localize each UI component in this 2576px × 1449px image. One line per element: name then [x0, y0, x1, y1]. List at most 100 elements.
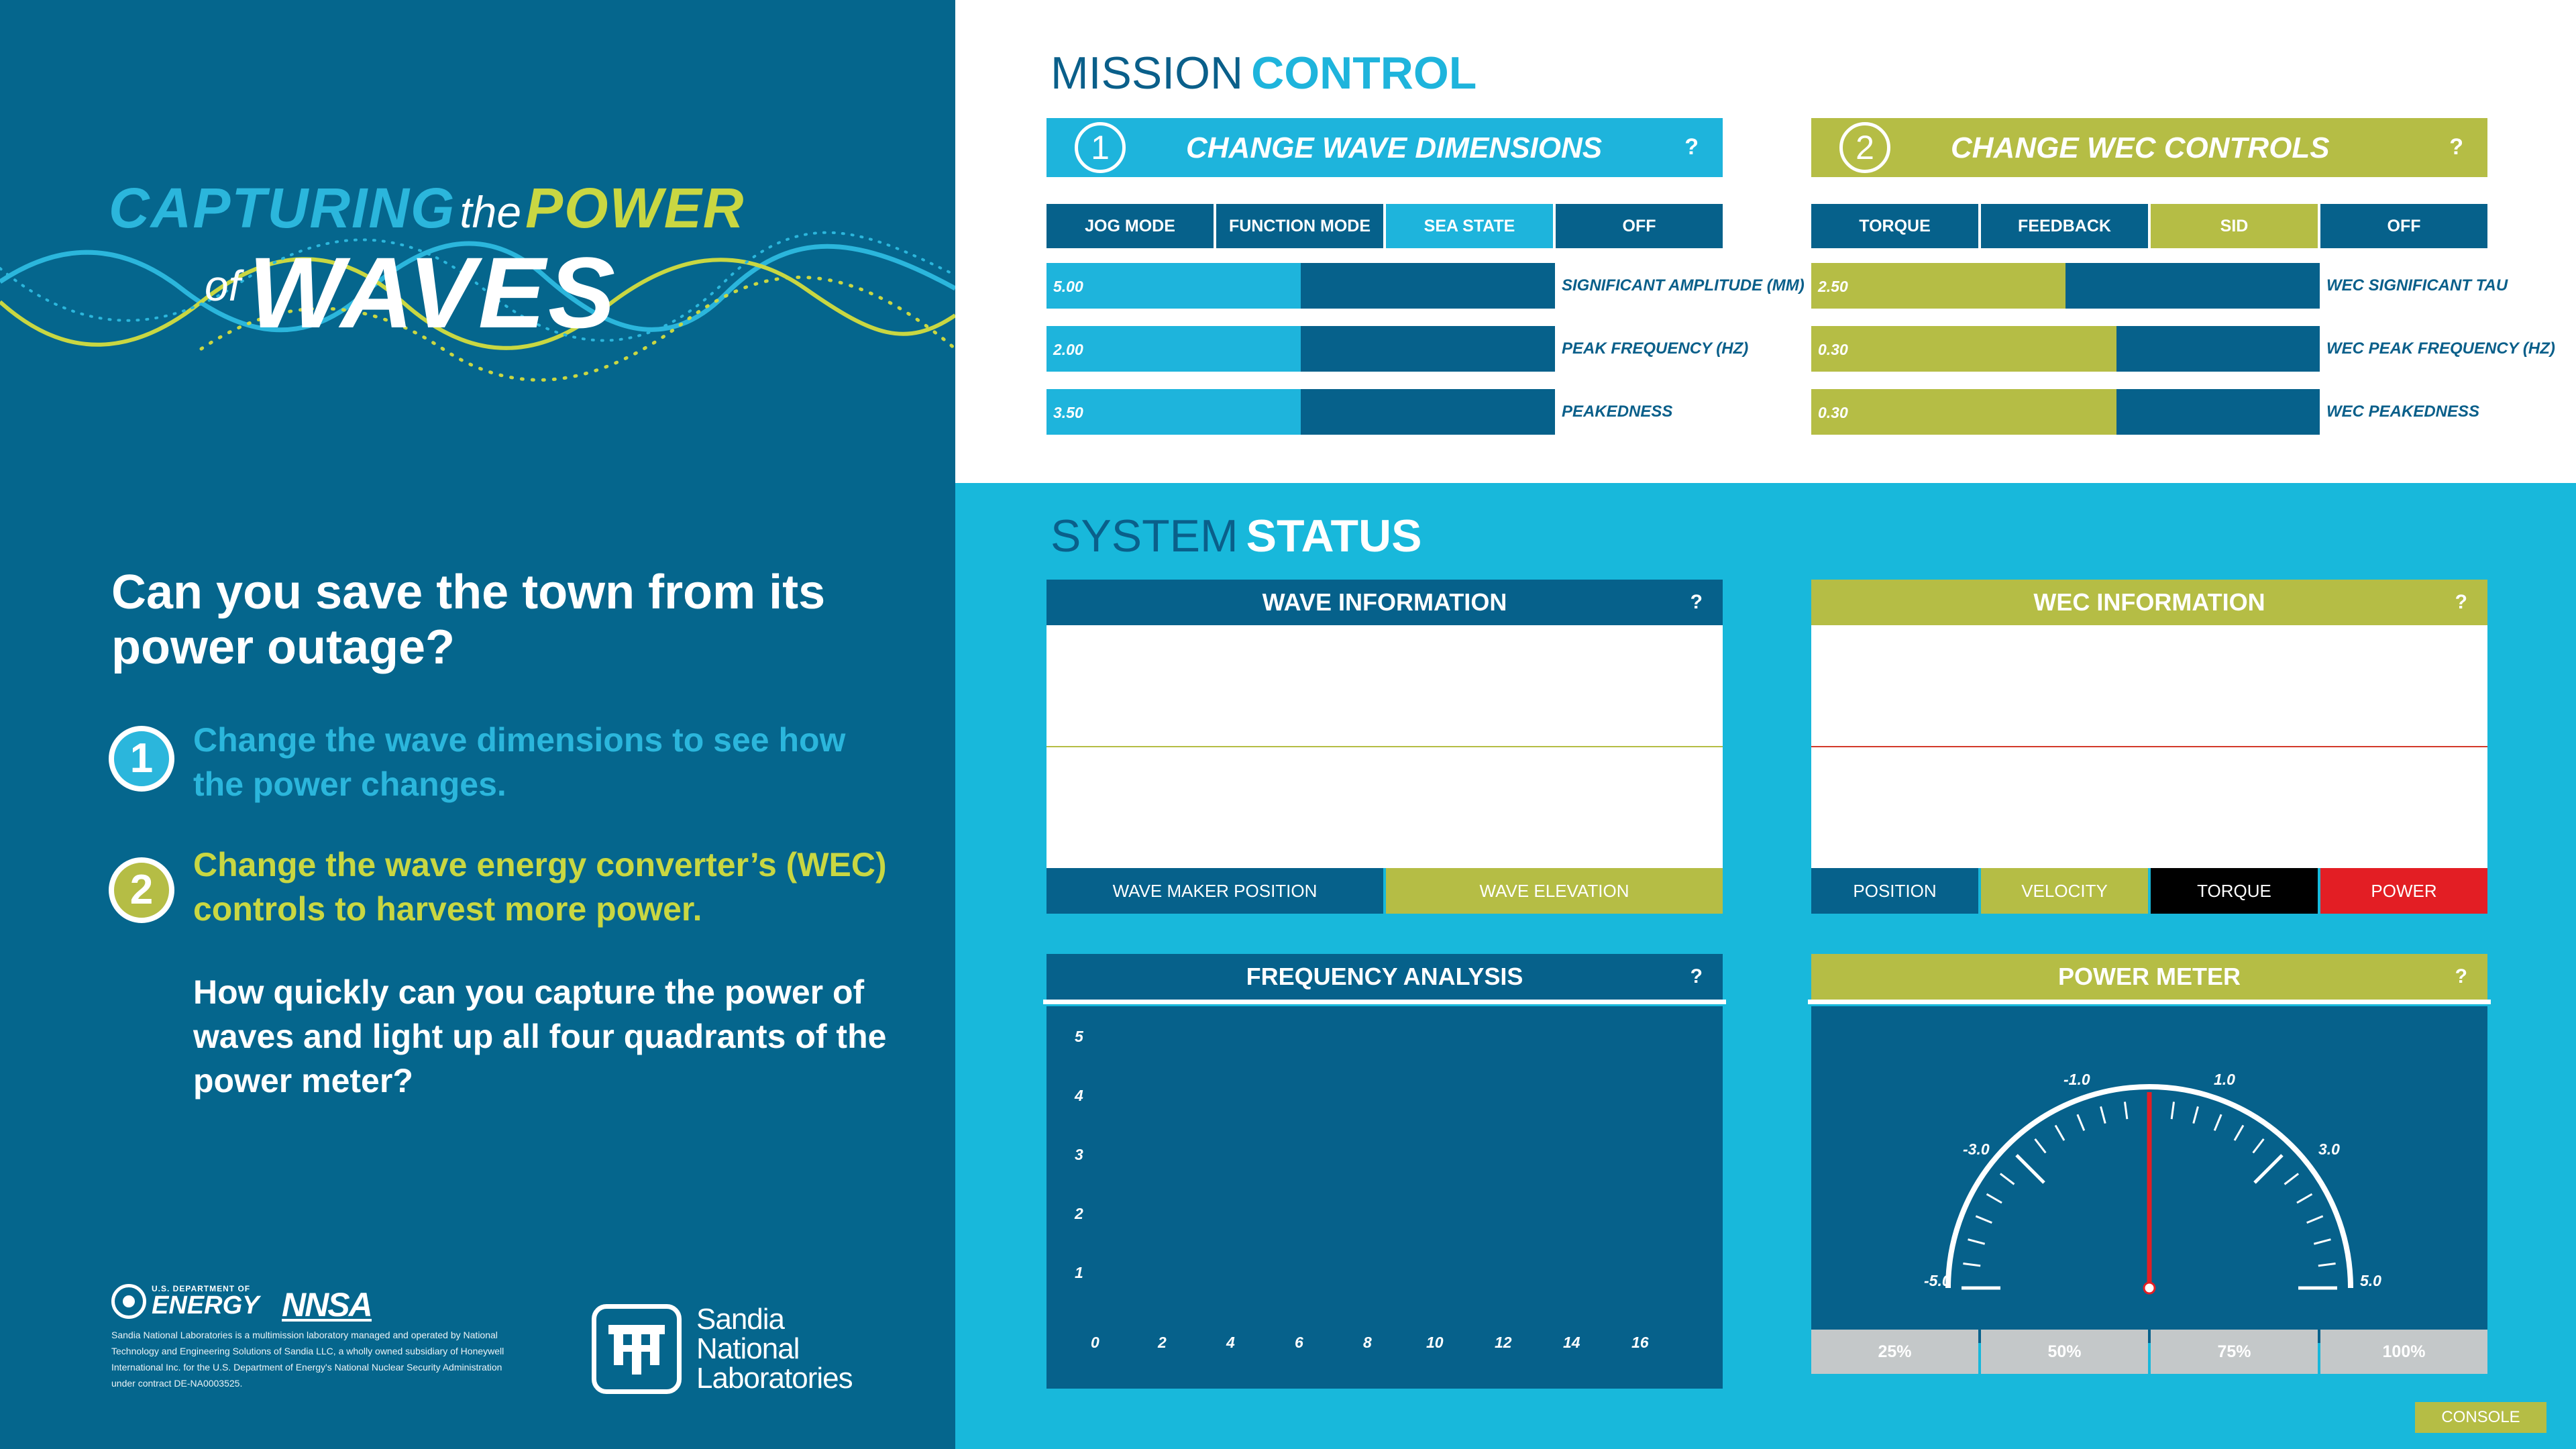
wec-information-header: WEC INFORMATION ?	[1811, 580, 2487, 625]
quadrant-50: 50%	[1981, 1330, 2148, 1374]
gauge-tick	[2306, 1215, 2324, 1224]
y-tick: 1	[1075, 1264, 1083, 1281]
system-status-title: SYSTEM STATUS	[1051, 511, 1422, 561]
slider-fill	[1811, 326, 2116, 372]
wave-dimensions-help-button[interactable]: ?	[1684, 134, 1699, 160]
challenge-text: How quickly can you capture the power of…	[193, 973, 887, 1099]
power-meter-help-button[interactable]: ?	[2455, 965, 2467, 987]
gauge-tick	[2253, 1154, 2284, 1184]
slider-fill	[1811, 263, 2065, 309]
peak-frequency-slider[interactable]: 2.00 PEAK FREQUENCY (HZ)	[1046, 326, 2053, 372]
wave-maker-position-tab[interactable]: WAVE MAKER POSITION	[1046, 868, 1383, 914]
wec-controls-header: 2 CHANGE WEC CONTROLS ?	[1811, 118, 2487, 177]
mission-control-title: MISSION CONTROL	[1051, 48, 1477, 99]
wave-plot-baseline	[1046, 746, 1723, 747]
console-button[interactable]: CONSOLE	[2415, 1402, 2546, 1433]
wave-information-title: WAVE INFORMATION	[1262, 588, 1507, 616]
slider-label: PEAK FREQUENCY (HZ)	[1562, 339, 1749, 358]
frequency-x-axis: 0 2 4 6 8 10 12 14 16	[1046, 1322, 1723, 1389]
gauge-label: -3.0	[1963, 1140, 1990, 1158]
torque-mode-button[interactable]: TORQUE	[1811, 204, 1978, 248]
peakedness-slider[interactable]: 3.50 PEAKEDNESS	[1046, 389, 2053, 435]
wec-peakedness-slider[interactable]: 0.30 WEC PEAKEDNESS	[1811, 389, 2576, 435]
slider-fill	[1046, 263, 1301, 309]
sandia-name-line3: Laboratories	[696, 1362, 853, 1395]
gauge-label: 3.0	[2318, 1140, 2340, 1158]
wave-dimensions-header: 1 CHANGE WAVE DIMENSIONS ?	[1046, 118, 1723, 177]
wave-elevation-tab[interactable]: WAVE ELEVATION	[1386, 868, 1723, 914]
slider-value: 3.50	[1053, 404, 1083, 421]
frequency-analysis-chart-lower: 2 1	[1046, 1187, 1723, 1322]
gauge-tick	[2296, 1193, 2313, 1204]
slider-label: WEC SIGNIFICANT TAU	[2326, 276, 2508, 294]
wec-plot-baseline	[1811, 746, 2487, 747]
slider-fill	[1046, 389, 1301, 435]
wec-significant-tau-slider[interactable]: 2.50 WEC SIGNIFICANT TAU	[1811, 263, 2576, 309]
velocity-tab[interactable]: VELOCITY	[1981, 868, 2148, 914]
slider-label: PEAKEDNESS	[1562, 402, 1673, 421]
sid-mode-button[interactable]: SID	[2151, 204, 2318, 248]
sandia-thunderbird-icon	[592, 1304, 682, 1394]
sandia-name-line1: Sandia	[696, 1303, 785, 1336]
y-tick: 3	[1075, 1146, 1083, 1163]
gauge-tick	[2233, 1124, 2245, 1141]
wave-off-button[interactable]: OFF	[1556, 204, 1723, 248]
slider-value: 0.30	[1818, 404, 1848, 421]
frequency-analysis-header: FREQUENCY ANALYSIS ?	[1046, 954, 1723, 1000]
gauge-tick	[1975, 1215, 1992, 1224]
sea-state-button[interactable]: SEA STATE	[1386, 204, 1553, 248]
gauge-tick	[2313, 1238, 2331, 1245]
wec-information-help-button[interactable]: ?	[2455, 591, 2467, 613]
x-tick: 8	[1363, 1334, 1372, 1351]
sandia-name-line2: National	[696, 1332, 800, 1365]
frequency-analysis-help-button[interactable]: ?	[1690, 965, 1703, 987]
gauge-tick	[2213, 1114, 2222, 1131]
x-tick: 16	[1631, 1334, 1649, 1351]
slider-value: 5.00	[1053, 278, 1083, 295]
gauge-label: 1.0	[2214, 1071, 2235, 1088]
position-tab[interactable]: POSITION	[1811, 868, 1978, 914]
gauge-tick	[1986, 1193, 2002, 1204]
x-tick: 14	[1563, 1334, 1580, 1351]
step-2-text: Change the wave energy converter’s (WEC)…	[193, 846, 887, 928]
wave-information-plot	[1046, 625, 1723, 868]
wave-information-header: WAVE INFORMATION ?	[1046, 580, 1723, 625]
step-1-badge: 1	[109, 726, 174, 792]
wave-mode-row: JOG MODE FUNCTION MODE SEA STATE OFF	[1046, 204, 1723, 248]
slider-fill	[1046, 326, 1301, 372]
slider-label: WEC PEAKEDNESS	[2326, 402, 2480, 421]
power-quadrants: 25% 50% 75% 100%	[1811, 1330, 2487, 1374]
gauge-tick	[1968, 1238, 1986, 1245]
logo-power: POWER	[525, 176, 745, 239]
gauge-tick	[2170, 1102, 2176, 1120]
x-tick: 4	[1226, 1334, 1235, 1351]
quadrant-75: 75%	[2151, 1330, 2318, 1374]
wec-off-button[interactable]: OFF	[2320, 204, 2487, 248]
significant-amplitude-slider[interactable]: 5.00 SIGNIFICANT AMPLITUDE (MM)	[1046, 263, 2053, 309]
wave-information-help-button[interactable]: ?	[1690, 591, 1703, 613]
wec-information-tabs: POSITION VELOCITY TORQUE POWER	[1811, 868, 2487, 914]
x-tick: 10	[1426, 1334, 1444, 1351]
jog-mode-button[interactable]: JOG MODE	[1046, 204, 1214, 248]
gauge-hub	[2143, 1281, 2156, 1295]
doe-small-text: U.S. DEPARTMENT OF	[152, 1284, 251, 1293]
torque-tab[interactable]: TORQUE	[2151, 868, 2318, 914]
logo-capturing: CAPTURING	[109, 176, 456, 239]
feedback-mode-button[interactable]: FEEDBACK	[1981, 204, 2148, 248]
gauge-tick	[2100, 1106, 2106, 1124]
wec-controls-help-button[interactable]: ?	[2449, 134, 2463, 160]
x-tick: 6	[1295, 1334, 1303, 1351]
wec-information-title: WEC INFORMATION	[2033, 588, 2265, 616]
logo-title-top: CAPTURINGthePOWER	[109, 176, 745, 241]
slider-label: WEC PEAK FREQUENCY (HZ)	[2326, 339, 2555, 358]
waves-decoration	[0, 231, 955, 382]
doe-logo: U.S. DEPARTMENT OF ENERGY	[111, 1284, 259, 1319]
function-mode-button[interactable]: FUNCTION MODE	[1216, 204, 1383, 248]
nnsa-logo: NNSA	[282, 1286, 373, 1324]
gauge-arc	[1945, 1084, 2353, 1289]
quadrant-100: 100%	[2320, 1330, 2487, 1374]
y-tick: 4	[1075, 1087, 1083, 1104]
power-tab[interactable]: POWER	[2320, 868, 2487, 914]
wec-peak-frequency-slider[interactable]: 0.30 WEC PEAK FREQUENCY (HZ)	[1811, 326, 2576, 372]
slider-value: 0.30	[1818, 341, 1848, 358]
